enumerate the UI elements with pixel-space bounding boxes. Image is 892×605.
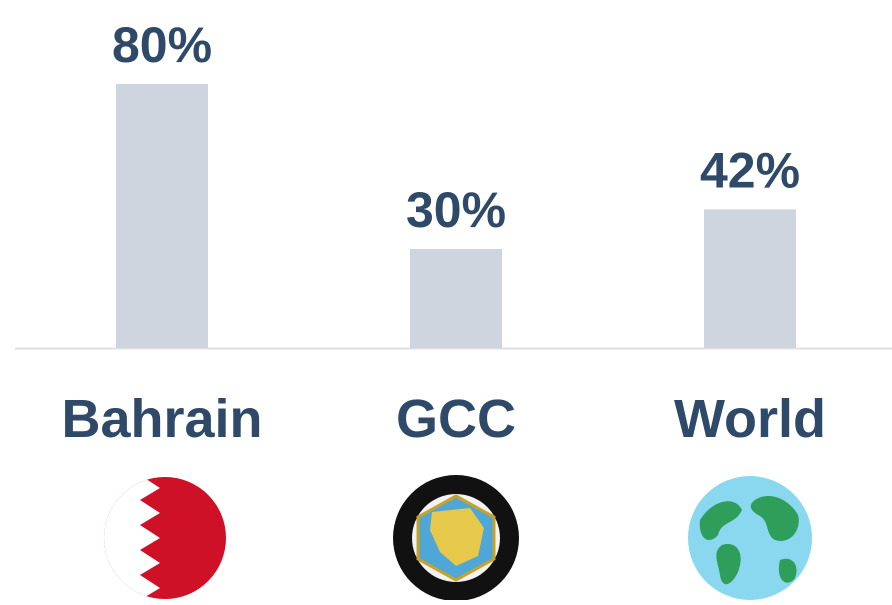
bar: [410, 249, 502, 348]
value-label: 30%: [406, 182, 506, 238]
category-label: GCC: [396, 389, 516, 449]
category-label: World: [674, 389, 826, 449]
world-globe: [688, 476, 812, 600]
value-label: 80%: [112, 17, 212, 73]
bar: [704, 209, 796, 348]
gcc-emblem: [393, 475, 519, 601]
value-label: 42%: [700, 142, 800, 198]
category-label: Bahrain: [61, 389, 262, 449]
bahrain-flag: [104, 477, 226, 599]
bar: [116, 84, 208, 348]
